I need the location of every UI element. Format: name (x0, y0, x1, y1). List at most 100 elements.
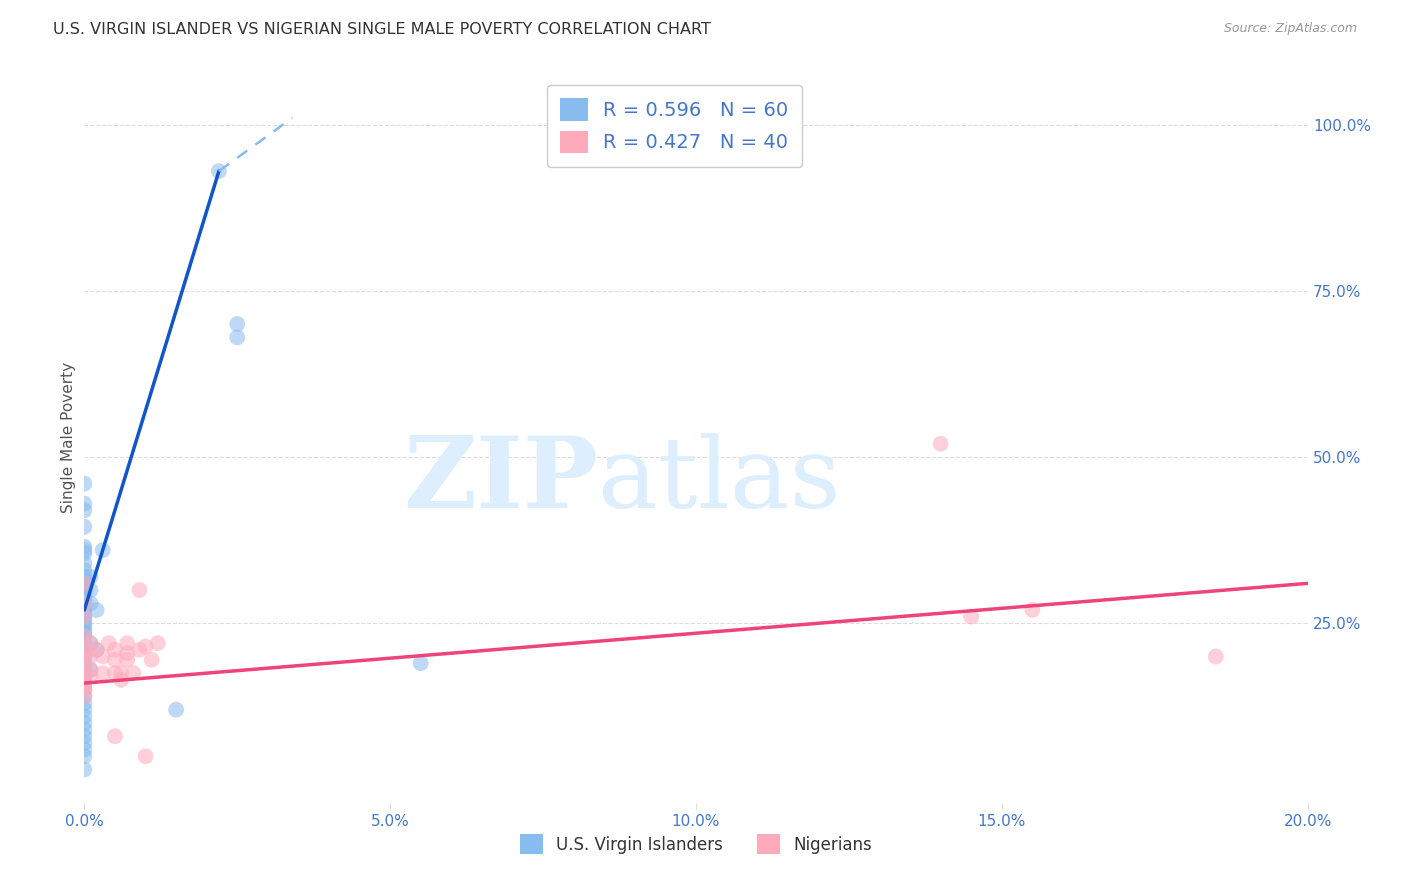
Point (73, 669, 96, 683)
Point (73, 593, 96, 607)
Point (73, 607, 96, 621)
Point (73, 680, 96, 694)
Point (146, 636, 169, 650)
Point (73, 676, 96, 690)
Point (929, 436, 952, 450)
Text: ZIP: ZIP (404, 433, 598, 530)
Y-axis label: Single Male Poverty: Single Male Poverty (60, 361, 76, 513)
Point (73, 609, 96, 624)
Point (73, 596, 96, 610)
Point (73, 563, 96, 577)
Point (86, 643, 108, 657)
Point (73, 630, 96, 644)
Point (115, 646, 138, 660)
Point (79, 596, 101, 610)
Point (91, 543, 114, 558)
Point (73, 676, 96, 690)
Point (128, 582, 150, 597)
Point (79, 636, 101, 650)
Point (73, 476, 96, 491)
Point (73, 703, 96, 717)
Point (73, 656, 96, 670)
Point (73, 682, 96, 697)
Point (73, 763, 96, 777)
Point (1021, 603, 1043, 617)
Point (73, 729, 96, 743)
Point (73, 643, 96, 657)
Point (135, 640, 157, 654)
Point (960, 609, 983, 624)
Point (122, 666, 145, 681)
Point (79, 636, 101, 650)
Point (110, 666, 132, 681)
Point (104, 653, 127, 667)
Point (73, 623, 96, 637)
Point (86, 643, 108, 657)
Point (73, 666, 96, 681)
Point (226, 330, 249, 344)
Point (73, 609, 96, 624)
Point (73, 749, 96, 764)
Point (73, 543, 96, 558)
Point (73, 503, 96, 517)
Point (115, 653, 138, 667)
Point (91, 649, 114, 664)
Point (73, 570, 96, 584)
Point (73, 649, 96, 664)
Point (73, 649, 96, 664)
Point (73, 576, 96, 591)
Point (73, 603, 96, 617)
Point (104, 729, 127, 743)
Text: Source: ZipAtlas.com: Source: ZipAtlas.com (1223, 22, 1357, 36)
Point (226, 317, 249, 331)
Point (91, 666, 114, 681)
Point (73, 723, 96, 737)
Point (73, 630, 96, 644)
Point (73, 709, 96, 723)
Point (73, 626, 96, 640)
Point (79, 582, 101, 597)
Text: atlas: atlas (598, 434, 841, 529)
Point (73, 656, 96, 670)
Point (409, 656, 432, 670)
Point (73, 599, 96, 614)
Point (104, 643, 127, 657)
Point (79, 669, 101, 683)
Point (141, 653, 163, 667)
Point (79, 663, 101, 677)
Point (73, 557, 96, 571)
Point (73, 736, 96, 750)
Point (208, 164, 231, 178)
Point (79, 570, 101, 584)
Point (73, 663, 96, 677)
Point (165, 703, 187, 717)
Legend: U.S. Virgin Islanders, Nigerians: U.S. Virgin Islanders, Nigerians (513, 828, 879, 860)
Point (135, 749, 157, 764)
Point (73, 590, 96, 604)
Point (110, 673, 132, 687)
Point (79, 663, 101, 677)
Point (73, 690, 96, 704)
Point (73, 636, 96, 650)
Point (73, 596, 96, 610)
Point (115, 636, 138, 650)
Point (73, 616, 96, 631)
Point (73, 573, 96, 587)
Point (104, 666, 127, 681)
Point (73, 613, 96, 627)
Point (73, 716, 96, 731)
Text: U.S. VIRGIN ISLANDER VS NIGERIAN SINGLE MALE POVERTY CORRELATION CHART: U.S. VIRGIN ISLANDER VS NIGERIAN SINGLE … (53, 22, 711, 37)
Point (73, 696, 96, 710)
Point (73, 520, 96, 534)
Point (1205, 649, 1227, 664)
Point (97, 636, 120, 650)
Point (128, 643, 150, 657)
Point (73, 682, 96, 697)
Point (73, 643, 96, 657)
Point (73, 690, 96, 704)
Point (73, 619, 96, 633)
Point (73, 742, 96, 756)
Point (73, 582, 96, 597)
Point (79, 649, 101, 664)
Point (86, 603, 108, 617)
